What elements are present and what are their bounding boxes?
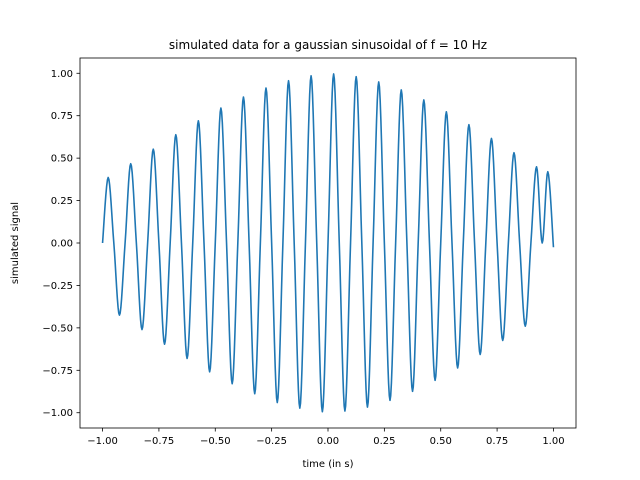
x-tick-label: 0.50	[430, 436, 452, 447]
y-tick-label: −0.25	[42, 281, 73, 292]
x-tick-label: 0.75	[486, 436, 508, 447]
x-axis-ticks: −1.00 −0.75 −0.50 −0.25 0.00 0.25 0.50 0.75 1.00	[87, 428, 565, 447]
y-tick-label: 0.75	[51, 111, 73, 122]
plot-frame	[79, 57, 577, 429]
x-axis-label: time (in s)	[302, 459, 353, 470]
y-tick-label: 1.00	[51, 69, 73, 80]
x-tick-label: 0.25	[373, 436, 395, 447]
x-tick-label: −0.50	[200, 436, 231, 447]
y-tick-label: −1.00	[42, 408, 73, 419]
x-tick-label: 0.00	[317, 436, 339, 447]
y-tick-label: 0.25	[51, 196, 73, 207]
x-tick-label: −1.00	[87, 436, 118, 447]
y-tick-label: −0.50	[42, 323, 73, 334]
y-tick-label: 0.50	[51, 154, 73, 165]
y-tick-label: −0.75	[42, 366, 73, 377]
signal-series-line	[101, 73, 555, 413]
y-axis-label: simulated signal	[10, 202, 21, 284]
chart-title: simulated data for a gaussian sinusoidal…	[169, 38, 487, 52]
y-tick-label: 0.00	[51, 239, 73, 250]
y-axis-ticks: −1.00 −0.75 −0.50 −0.25 0.00 0.25 0.50 0.75 1.00	[42, 69, 80, 419]
x-tick-label: −0.75	[144, 436, 175, 447]
x-tick-label: −0.25	[256, 436, 287, 447]
x-tick-label: 1.00	[542, 436, 564, 447]
